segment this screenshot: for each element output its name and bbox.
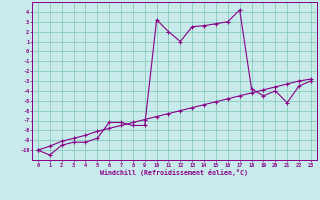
X-axis label: Windchill (Refroidissement éolien,°C): Windchill (Refroidissement éolien,°C) bbox=[100, 169, 248, 176]
